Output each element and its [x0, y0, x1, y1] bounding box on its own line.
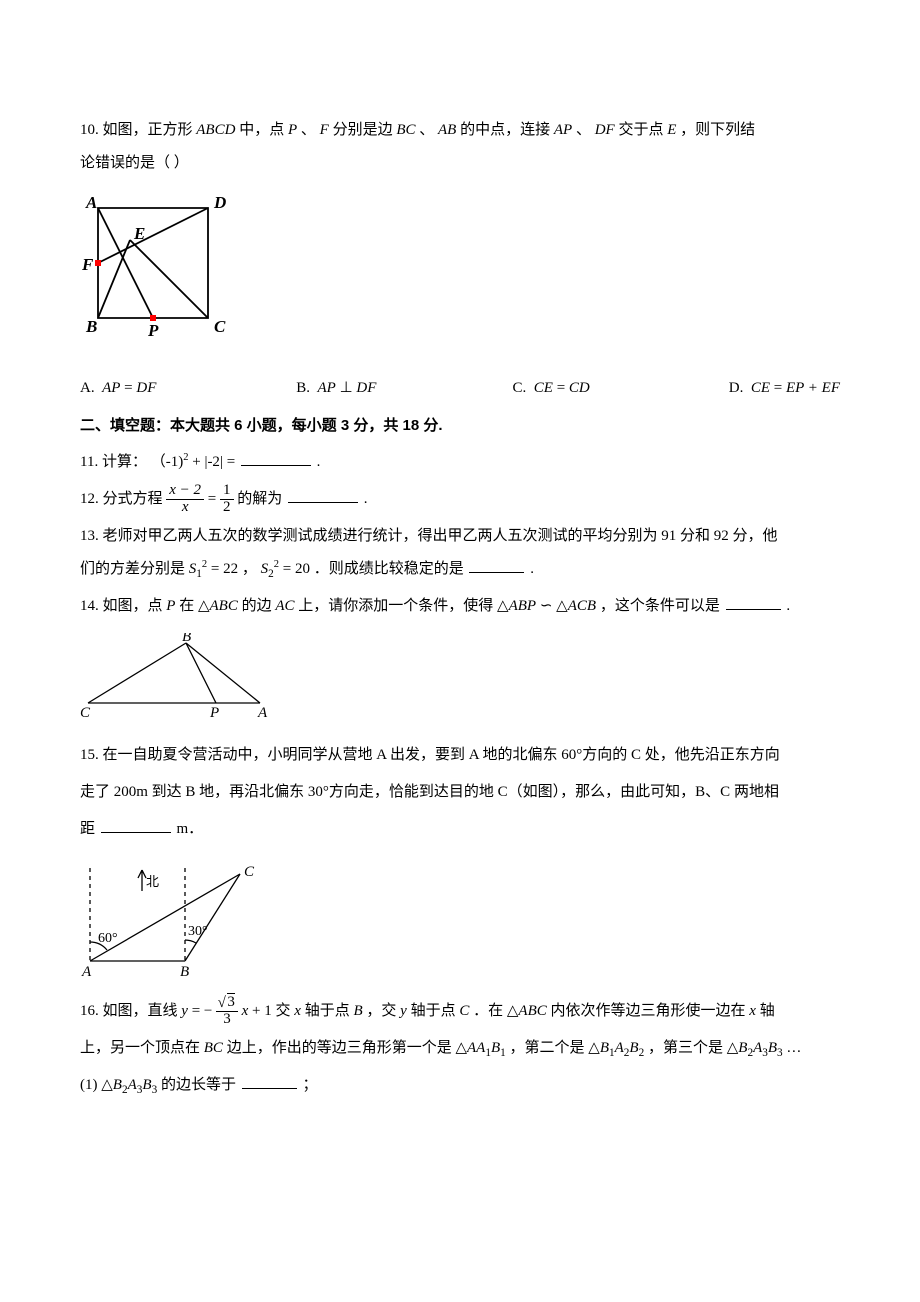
q15-line1: 15. 在一自助夏令营活动中，小明同学从营地 A 出发，要到 A 地的北偏东 6… [80, 739, 840, 772]
q12-pre: 分式方程 [103, 491, 163, 507]
q10-opt-c: C. CE = CD [513, 372, 729, 405]
q16: 16. 如图，直线 y = − 3 3 x + 1 交 x 轴于点 B ，交 y… [80, 995, 840, 1028]
q10-stem-c: 、 [301, 122, 316, 138]
q13: 13. 老师对甲乙两人五次的数学测试成绩进行统计，得出甲乙两人五次测试的平均分别… [80, 520, 840, 586]
q15-number: 15. [80, 747, 99, 763]
q10-stem-f: 的中点，连接 [460, 122, 550, 138]
q10-p: P [288, 122, 297, 138]
q10-stem-i: ，则下列结 [680, 122, 755, 138]
svg-text:P: P [209, 705, 219, 721]
q11-post: . [317, 454, 321, 470]
svg-text:B: B [182, 633, 191, 645]
svg-text:C: C [214, 317, 226, 336]
q11-expr: （-1)2 + |-2| = [151, 454, 239, 470]
q12-rhs-frac: 1 2 [220, 483, 234, 516]
q10-line2: 论错误的是（ ） [80, 147, 840, 180]
svg-text:北: 北 [146, 874, 159, 889]
q10-stem-e: 、 [419, 122, 434, 138]
q10-e: E [667, 122, 676, 138]
blank-input[interactable] [242, 1073, 297, 1089]
svg-text:30°: 30° [188, 924, 208, 939]
q10-stem-g: 、 [576, 122, 591, 138]
q15-figure: 北 60° 30° A B C [80, 856, 840, 985]
blank-input[interactable] [469, 557, 524, 573]
q10-opt-b: B. AP ⊥ DF [296, 372, 512, 405]
svg-text:P: P [147, 321, 159, 340]
q14-figure: C A P B [80, 633, 840, 729]
q10-ap: AP [554, 122, 572, 138]
q11-number: 11. [80, 454, 98, 470]
svg-text:D: D [213, 193, 226, 212]
svg-text:F: F [81, 255, 94, 274]
q10: 10. 如图，正方形 ABCD 中，点 P 、 F 分别是边 BC 、 AB 的… [80, 114, 840, 180]
q10-options: A. AP = DF B. AP ⊥ DF C. CE = CD D. CE =… [80, 372, 840, 405]
blank-input[interactable] [288, 487, 358, 503]
q11-pre: 计算： [102, 454, 147, 470]
q10-df: DF [595, 122, 615, 138]
q12-post: . [364, 491, 368, 507]
q16-frac: 3 3 [216, 995, 238, 1028]
q10-figure: A D B C P F E [80, 190, 840, 362]
q15-line3: 距 m． [80, 813, 840, 846]
q13-line1: 老师对甲乙两人五次的数学测试成绩进行统计，得出甲乙两人五次测试的平均分别为 91… [103, 528, 778, 544]
q16-number: 16. [80, 1003, 99, 1019]
q10-bc: BC [396, 122, 415, 138]
section-2-heading: 二、填空题：本大题共 6 小题，每小题 3 分，共 18 分. [80, 409, 840, 442]
q13-line2: 们的方差分别是 S12 = 22 ， S22 = 20 ．则成绩比较稳定的是 . [80, 553, 840, 586]
svg-text:C: C [244, 864, 255, 880]
svg-text:A: A [81, 964, 92, 980]
q16-line2: 上，另一个顶点在 BC 边上，作出的等边三角形第一个是 △AA1B1 ，第二个是… [80, 1032, 840, 1065]
q12-lhs-frac: x − 2 x [166, 483, 204, 516]
svg-text:A: A [85, 193, 97, 212]
q10-ab: AB [438, 122, 456, 138]
svg-text:B: B [85, 317, 97, 336]
q15-line2: 走了 200m 到达 B 地，再沿北偏东 30°方向走，恰能到达目的地 C（如图… [80, 776, 840, 809]
svg-text:C: C [80, 705, 91, 721]
q10-stem-h: 交于点 [618, 122, 663, 138]
q16-part1: (1) △B2A3B3 的边长等于 ； [80, 1069, 840, 1102]
q12: 12. 分式方程 x − 2 x = 1 2 的解为 . [80, 483, 840, 516]
q11: 11. 计算： （-1)2 + |-2| = . [80, 446, 840, 479]
q14-number: 14. [80, 598, 99, 614]
q13-number: 13. [80, 528, 99, 544]
q10-stem-b: 中，点 [239, 122, 284, 138]
q10-stem-a: 如图，正方形 [103, 122, 193, 138]
svg-text:60°: 60° [98, 931, 118, 946]
q12-mid: 的解为 [237, 491, 282, 507]
q14: 14. 如图，点 P 在 △ABC 的边 AC 上，请你添加一个条件，使得 △A… [80, 590, 840, 623]
q10-opt-d: D. CE = EP + EF [729, 372, 840, 405]
q10-abcd: ABCD [196, 122, 235, 138]
svg-text:E: E [133, 224, 145, 243]
blank-input[interactable] [241, 450, 311, 466]
q10-f: F [320, 122, 329, 138]
blank-input[interactable] [101, 817, 171, 833]
q12-number: 12. [80, 491, 99, 507]
q10-number: 10. [80, 122, 99, 138]
svg-text:B: B [180, 964, 189, 980]
blank-input[interactable] [726, 594, 781, 610]
q10-stem-d: 分别是边 [333, 122, 393, 138]
q10-opt-a: A. AP = DF [80, 372, 296, 405]
svg-text:A: A [257, 705, 268, 721]
